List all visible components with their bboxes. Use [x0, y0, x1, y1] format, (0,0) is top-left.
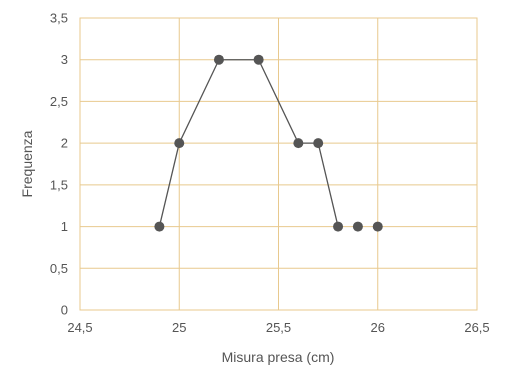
- data-point: [293, 138, 304, 149]
- data-point: [352, 221, 363, 232]
- y-axis-label: Frequenza: [19, 130, 35, 197]
- grid: [79, 17, 478, 311]
- data-point: [213, 54, 224, 65]
- data-point: [253, 54, 264, 65]
- x-axis-ticks: 24,5 25 25,5 26 26,5: [67, 320, 489, 335]
- y-tick-label: 1,5: [50, 177, 68, 192]
- y-tick-label: 0: [61, 303, 68, 318]
- series-markers: [154, 54, 383, 232]
- data-point: [372, 221, 383, 232]
- y-tick-label: 3: [61, 52, 68, 67]
- x-tick-label: 24,5: [67, 320, 92, 335]
- x-tick-label: 26: [371, 320, 385, 335]
- y-axis-ticks: 0 0,5 1 1,5 2 2,5 3 3,5: [50, 11, 68, 318]
- data-point: [333, 221, 344, 232]
- data-point: [313, 138, 324, 149]
- y-tick-label: 1: [61, 219, 68, 234]
- data-point: [154, 221, 165, 232]
- x-tick-label: 25,5: [266, 320, 291, 335]
- x-axis-label: Misura presa (cm): [222, 349, 335, 365]
- y-tick-label: 2,5: [50, 94, 68, 109]
- data-point: [174, 138, 185, 149]
- x-tick-label: 25: [172, 320, 186, 335]
- y-tick-label: 0,5: [50, 261, 68, 276]
- x-tick-label: 26,5: [464, 320, 489, 335]
- y-tick-label: 3,5: [50, 11, 68, 26]
- y-tick-label: 2: [61, 136, 68, 151]
